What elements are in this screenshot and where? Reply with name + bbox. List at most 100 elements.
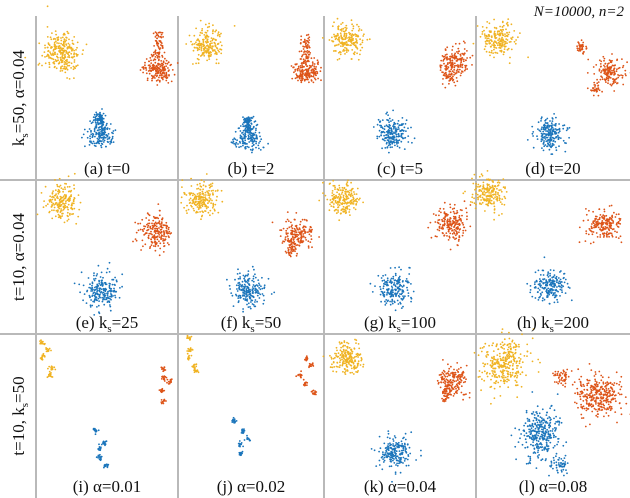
scatter-point — [448, 58, 451, 60]
scatter-point — [158, 63, 160, 66]
scatter-point — [301, 74, 303, 77]
scatter-point — [237, 297, 240, 299]
scatter-point — [98, 300, 100, 302]
scatter-point — [372, 126, 375, 128]
scatter-point — [393, 282, 396, 284]
scatter-point — [410, 126, 412, 129]
scatter-point — [305, 45, 307, 48]
scatter-point — [263, 287, 266, 290]
scatter-point — [310, 69, 313, 72]
scatter-point — [301, 218, 304, 221]
scatter-point — [163, 239, 165, 242]
scatter-point — [500, 29, 502, 31]
scatter-point — [60, 187, 63, 190]
scatter-point — [456, 244, 459, 246]
scatter-point — [208, 56, 210, 58]
scatter-point — [610, 204, 613, 207]
scatter-point — [445, 75, 448, 78]
scatter-point — [615, 70, 618, 73]
scatter-point — [261, 276, 263, 279]
scatter-point — [243, 277, 246, 280]
scatter-point — [101, 292, 104, 294]
scatter-point — [258, 131, 261, 134]
scatter-point — [496, 187, 498, 190]
scatter-point — [407, 141, 410, 143]
scatter-point — [463, 48, 466, 50]
scatter-point — [50, 38, 53, 41]
scatter-point — [58, 204, 61, 207]
scatter-point — [339, 189, 342, 192]
scatter-point — [609, 77, 612, 79]
scatter-point — [195, 197, 198, 200]
scatter-point — [593, 84, 596, 86]
scatter-point — [75, 53, 78, 56]
scatter-point — [235, 284, 238, 287]
scatter-point — [406, 286, 408, 289]
scatter-point — [300, 38, 302, 41]
scatter-point — [303, 51, 305, 53]
scatter-point — [340, 212, 342, 215]
scatter-point — [101, 284, 104, 287]
scatter-point — [70, 204, 73, 207]
scatter-point — [464, 68, 467, 70]
scatter-point — [392, 289, 394, 291]
scatter-point — [588, 228, 591, 230]
scatter-point — [380, 277, 383, 279]
scatter-point — [317, 63, 319, 66]
scatter-point — [304, 59, 307, 62]
scatter-point — [242, 294, 245, 296]
scatter-point — [350, 19, 353, 22]
scatter-point — [619, 223, 622, 225]
scatter-point — [68, 185, 71, 188]
scatter-point — [386, 146, 389, 149]
scatter-point — [542, 149, 545, 152]
scatter-point — [541, 299, 544, 302]
scatter-point — [287, 247, 289, 249]
scatter-point — [101, 131, 104, 134]
scatter-point — [54, 189, 57, 192]
scatter-point — [451, 56, 454, 59]
scatter-point — [444, 75, 446, 77]
scatter-point — [156, 37, 159, 40]
scatter-point — [300, 235, 303, 238]
scatter-point — [599, 236, 602, 238]
scatter-point — [558, 123, 560, 125]
scatter-point — [344, 53, 346, 55]
scatter-point — [492, 197, 495, 200]
scatter-point — [490, 49, 493, 52]
scatter-point — [167, 70, 170, 72]
scatter-point — [206, 44, 209, 47]
scatter-point — [209, 40, 212, 43]
scatter-point — [246, 145, 249, 148]
scatter-point — [162, 224, 165, 227]
scatter-point — [479, 194, 482, 197]
scatter-point — [147, 64, 150, 67]
scatter-point — [154, 216, 157, 219]
scatter-point — [75, 222, 78, 225]
scatter-point — [497, 39, 499, 42]
scatter-point — [208, 189, 210, 192]
scatter-point — [105, 134, 108, 136]
scatter-point — [152, 245, 155, 247]
scatter-point — [52, 50, 55, 52]
scatter-point — [286, 235, 289, 238]
scatter-point — [394, 274, 397, 277]
scatter-point — [442, 74, 445, 77]
scatter-point — [139, 228, 142, 231]
scatter-point — [206, 26, 209, 29]
scatter-point — [592, 94, 595, 97]
scatter-point — [548, 148, 551, 151]
scatter-point — [531, 132, 534, 135]
scatter-point — [462, 223, 465, 226]
scatter-point — [57, 56, 59, 59]
scatter-point — [191, 43, 194, 46]
scatter-point — [513, 30, 516, 32]
scatter-point — [199, 31, 202, 34]
scatter-point — [598, 208, 601, 211]
scatter-point — [68, 38, 70, 41]
scatter-point — [160, 42, 163, 44]
scatter-point — [160, 73, 163, 76]
scatter-point — [552, 144, 555, 146]
scatter-point — [56, 185, 59, 188]
